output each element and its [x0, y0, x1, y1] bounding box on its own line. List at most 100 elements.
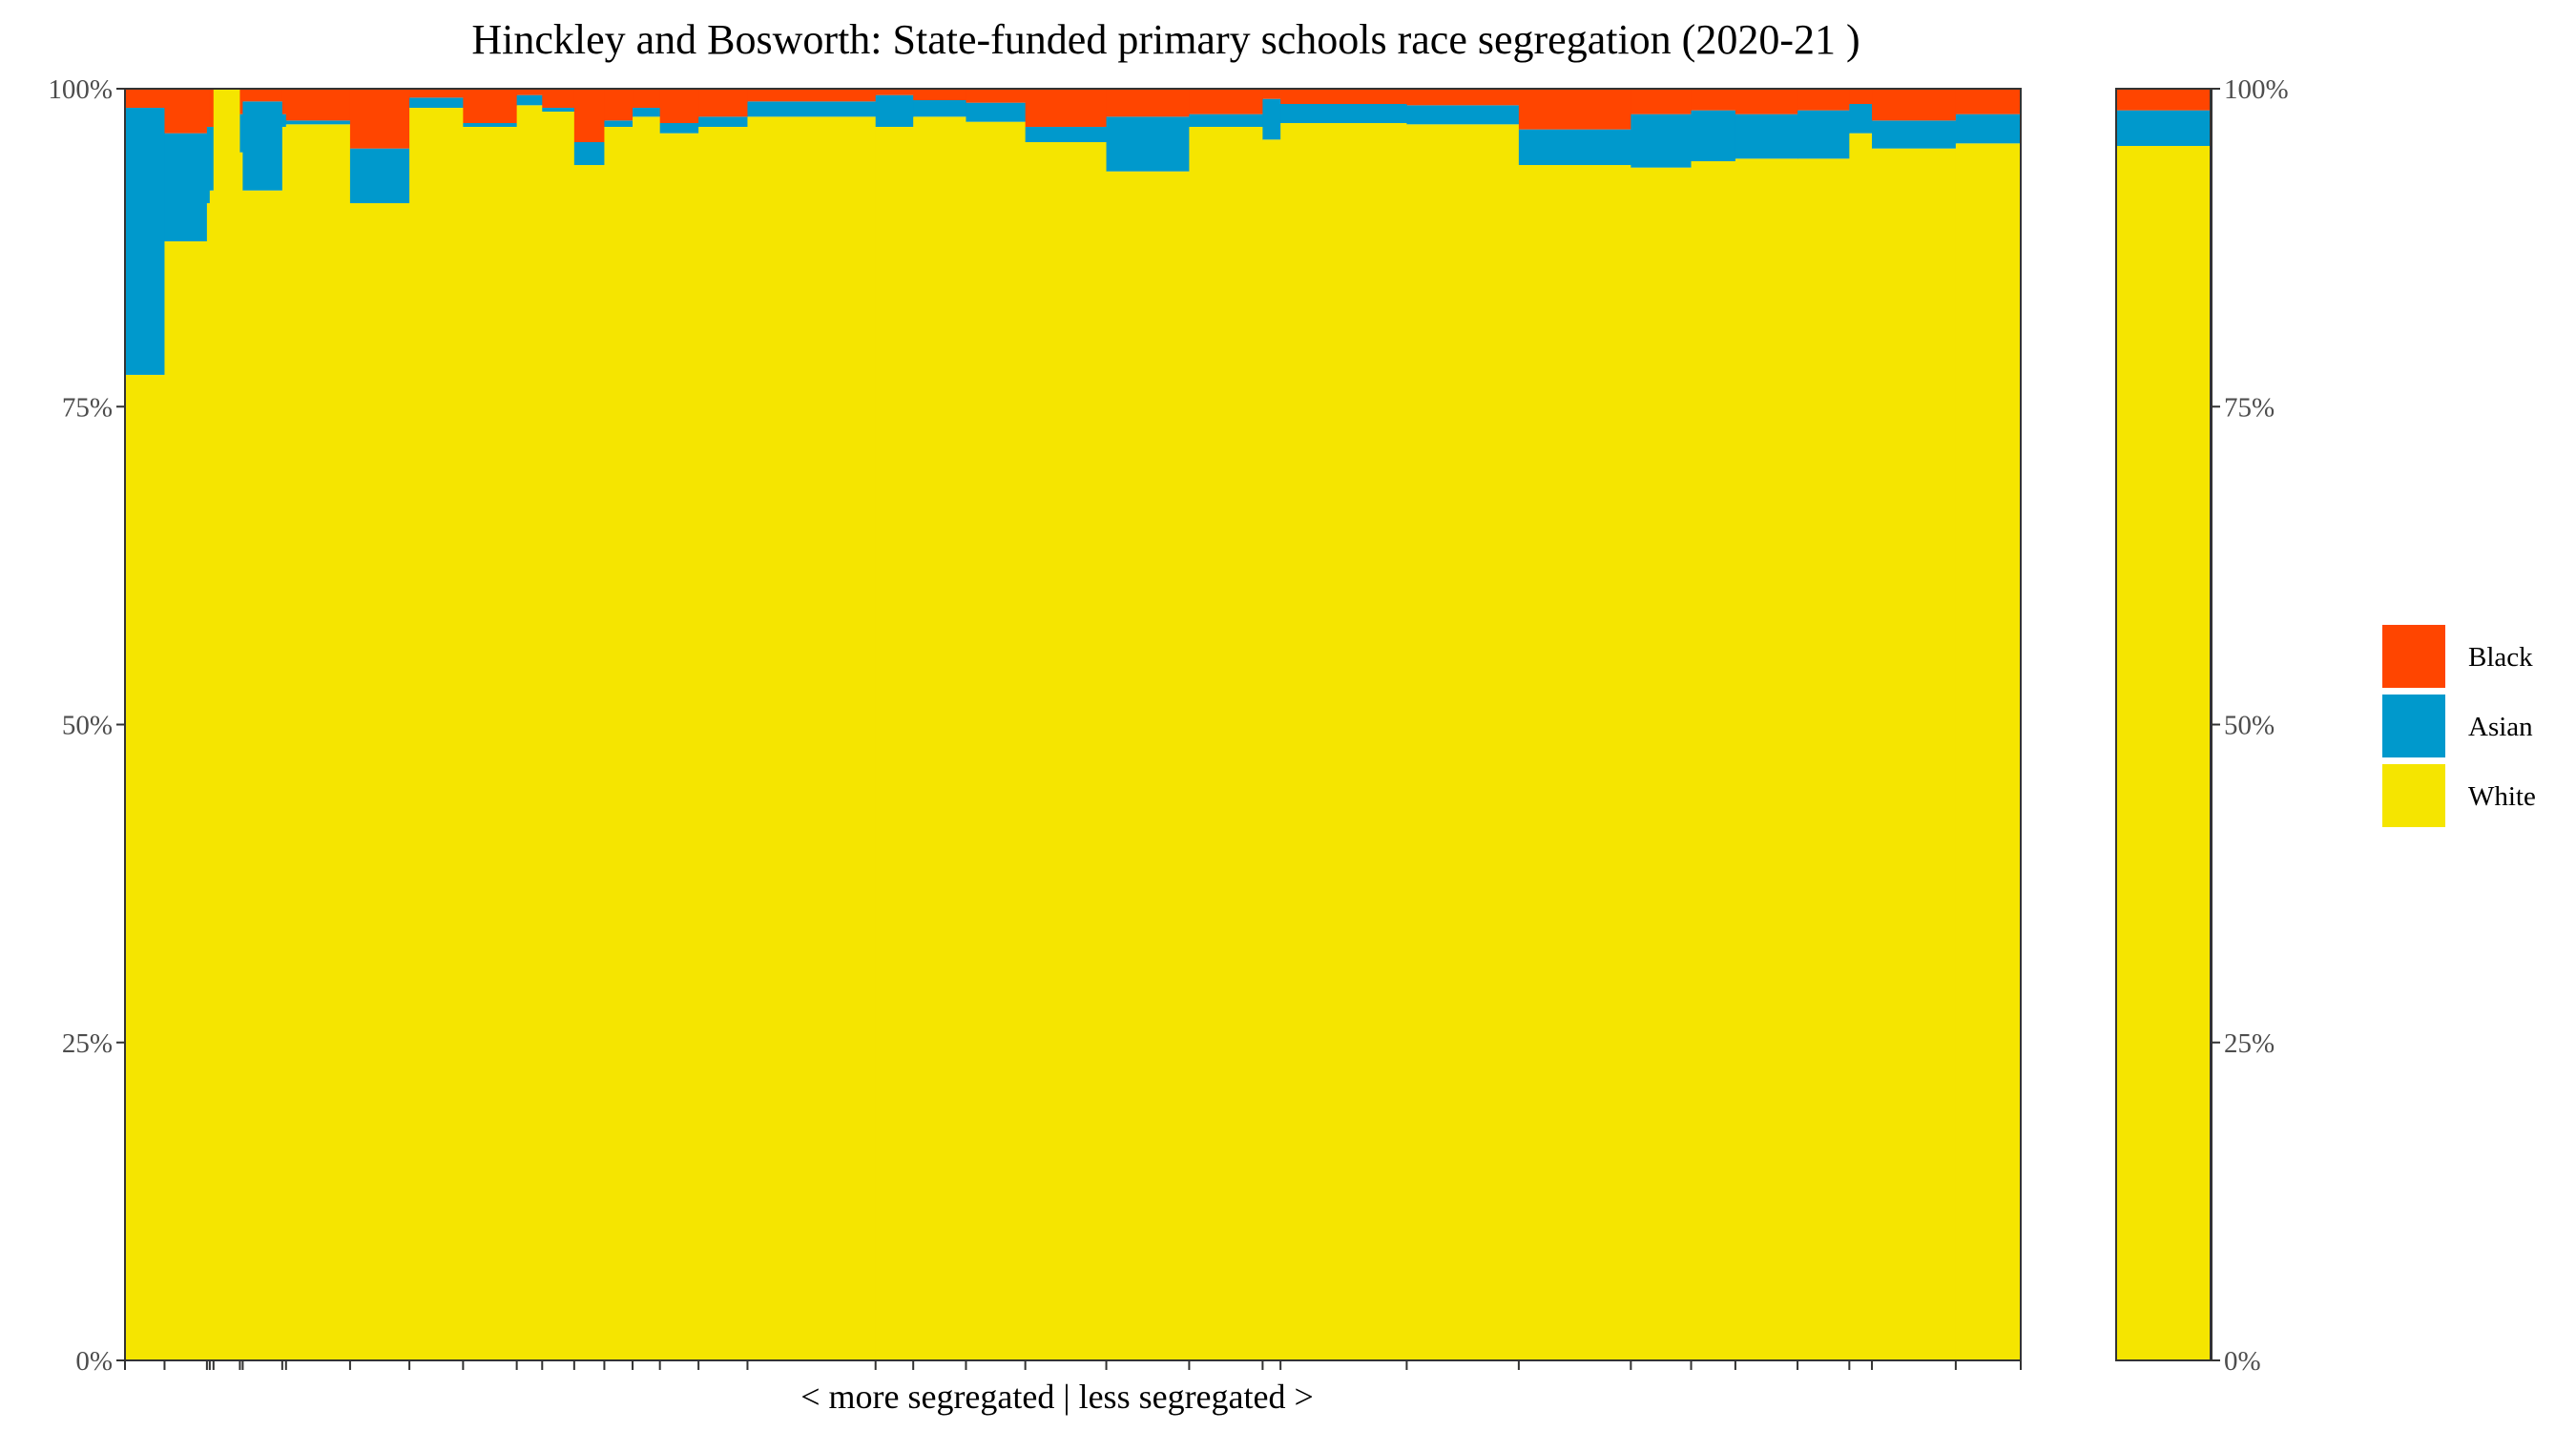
- bar-segment-black-34: [1849, 89, 1873, 104]
- left-y-tick-label: 100%: [48, 74, 113, 105]
- bar-segment-black-30: [1631, 89, 1693, 114]
- bar-segment-black-24: [1106, 89, 1191, 117]
- bar-segment-white-22: [966, 121, 1027, 1361]
- bar-segment-black-21: [913, 89, 967, 100]
- bar-segment-white-29: [1518, 164, 1631, 1361]
- bar-segment-asian-10: [409, 97, 464, 108]
- x-axis-ticks: [124, 1361, 2022, 1370]
- bar-segment-white-overall: [2116, 145, 2212, 1361]
- legend-label-asian: Asian: [2468, 712, 2533, 742]
- bar-segment-asian-28: [1406, 105, 1520, 125]
- bar-segment-asian-27: [1280, 103, 1408, 123]
- bar-segment-white-5: [239, 152, 243, 1360]
- left-y-tick-label: 75%: [62, 392, 113, 423]
- bar-segment-asian-2: [206, 126, 211, 203]
- bar-segment-black-16: [633, 89, 661, 108]
- right-y-tick-label: 25%: [2224, 1028, 2275, 1059]
- bar-segment-asian-31: [1691, 110, 1736, 161]
- bar-segment-white-31: [1691, 160, 1736, 1361]
- bar-segment-black-overall: [2116, 89, 2212, 111]
- bar-segment-asian-6: [242, 101, 283, 191]
- bar-segment-black-3: [209, 89, 215, 127]
- left-y-axis: 0% 25% 50% 75% 100%: [48, 74, 125, 1377]
- bar-segment-white-26: [1262, 139, 1281, 1360]
- bar-segment-white-16: [633, 116, 661, 1360]
- bar-segment-black-22: [966, 89, 1027, 103]
- bar-segment-white-9: [349, 202, 410, 1361]
- bar-segment-black-7: [281, 89, 287, 114]
- bar-segment-black-13: [542, 89, 575, 108]
- bar-segment-asian-8: [285, 120, 351, 125]
- legend-label-white: White: [2468, 781, 2536, 812]
- bar-segment-white-12: [516, 105, 543, 1361]
- bar-segment-asian-16: [633, 107, 661, 117]
- bar-segment-black-17: [659, 89, 699, 123]
- bar-segment-white-32: [1735, 158, 1798, 1361]
- bar-segment-black-0: [125, 89, 166, 108]
- bar-segment-asian-1: [164, 133, 208, 241]
- bar-segment-black-18: [698, 89, 749, 117]
- bar-segment-asian-15: [604, 120, 634, 127]
- bar-segment-white-13: [542, 111, 575, 1360]
- bar-segment-asian-7: [281, 114, 287, 127]
- bar-segment-white-27: [1280, 122, 1408, 1361]
- bar-segment-white-19: [747, 116, 877, 1360]
- bar-segment-asian-20: [875, 94, 914, 127]
- bar-segment-asian-14: [573, 141, 606, 165]
- left-y-tick-label: 50%: [62, 711, 113, 741]
- bar-segment-asian-21: [913, 99, 967, 117]
- bar-segment-white-17: [659, 133, 699, 1360]
- bar-segment-asian-11: [463, 122, 518, 127]
- bar-segment-asian-18: [698, 116, 749, 127]
- bar-segment-black-15: [604, 89, 634, 121]
- bar-segment-black-26: [1262, 89, 1281, 99]
- bar-segment-asian-32: [1735, 114, 1798, 159]
- bar-segment-white-35: [1872, 148, 1957, 1360]
- left-y-tick-label: 0%: [75, 1346, 113, 1377]
- bar-segment-white-34: [1849, 133, 1873, 1360]
- bar-segment-black-36: [1955, 89, 2022, 114]
- x-axis-label: < more segregated | less segregated >: [800, 1378, 1314, 1416]
- right-y-tick-label: 100%: [2224, 74, 2289, 105]
- bar-segment-asian-13: [542, 107, 575, 112]
- bar-segment-black-25: [1189, 89, 1263, 114]
- left-y-tick-label: 25%: [62, 1028, 113, 1059]
- bar-segment-black-20: [875, 89, 914, 95]
- bar-segment-black-10: [409, 89, 464, 98]
- bar-segment-asian-34: [1849, 103, 1873, 134]
- bar-segment-asian-26: [1262, 98, 1281, 140]
- bar-segment-black-1: [164, 89, 208, 134]
- overall-panel: [2115, 88, 2212, 1361]
- bar-segment-black-11: [463, 89, 518, 123]
- bar-segment-white-3: [209, 190, 215, 1360]
- bar-segment-black-2: [206, 89, 211, 127]
- bar-segment-asian-25: [1189, 114, 1263, 127]
- bar-segment-black-27: [1280, 89, 1408, 104]
- bar-segment-white-36: [1955, 143, 2022, 1361]
- bar-segment-asian-3: [209, 126, 215, 191]
- bar-segment-black-14: [573, 89, 606, 142]
- legend-swatch-white: [2382, 764, 2445, 827]
- bar-segment-white-7: [281, 126, 287, 1361]
- bar-segment-white-4: [213, 89, 241, 1360]
- bar-segment-asian-24: [1106, 116, 1191, 172]
- bar-segment-asian-12: [516, 94, 543, 106]
- bar-segment-white-21: [913, 116, 967, 1360]
- bar-segment-white-33: [1797, 158, 1850, 1361]
- legend: Black Asian White: [2382, 625, 2536, 827]
- bar-segment-white-2: [206, 202, 211, 1361]
- bar-segment-white-28: [1406, 124, 1520, 1361]
- legend-label-black: Black: [2468, 642, 2533, 673]
- bar-segment-asian-17: [659, 122, 699, 134]
- bar-segment-black-35: [1872, 89, 1957, 121]
- bar-segment-asian-22: [966, 102, 1027, 122]
- bar-segment-black-12: [516, 89, 543, 95]
- bar-segment-asian-overall: [2116, 110, 2212, 146]
- bar-segment-white-15: [604, 126, 634, 1361]
- bar-segment-white-14: [573, 164, 606, 1361]
- bar-segment-black-8: [285, 89, 351, 121]
- right-y-tick-label: 0%: [2224, 1346, 2261, 1377]
- right-y-tick-label: 50%: [2224, 711, 2275, 741]
- bar-segment-asian-19: [747, 101, 877, 117]
- bar-segment-white-24: [1106, 171, 1191, 1360]
